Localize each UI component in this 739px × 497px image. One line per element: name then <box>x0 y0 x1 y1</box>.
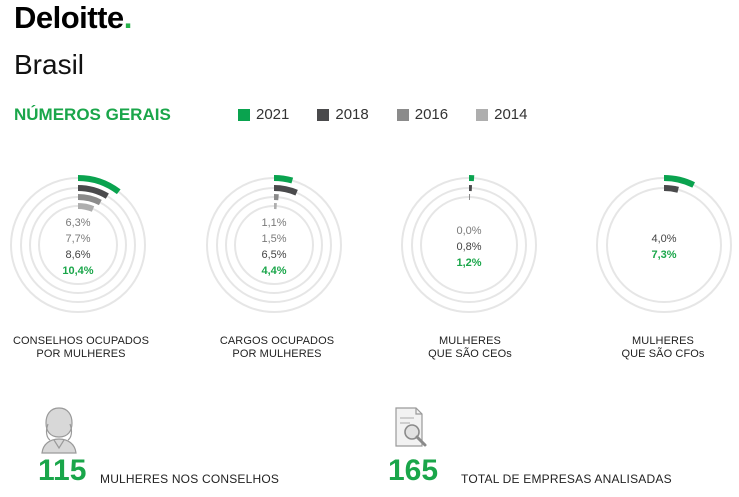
chart-caption-cfos: MULHERES QUE SÃO CFOs <box>621 335 705 360</box>
radial-chart-0: 6,3% 7,7% 8,6% 10,4% <box>10 175 146 313</box>
value-label-2016: 7,7% <box>65 233 90 245</box>
deloitte-logo: Deloitte. <box>14 0 132 35</box>
legend-swatch-2014 <box>476 108 489 121</box>
value-label-2021: 4,4% <box>261 265 286 277</box>
value-label-2021: 10,4% <box>62 265 93 277</box>
stat-number-companies: 165 <box>388 454 439 487</box>
stat-label-companies: TOTAL DE EMPRESAS ANALISADAS <box>461 472 672 486</box>
value-arc-2018 <box>77 185 109 199</box>
document-magnifier-icon <box>388 404 434 455</box>
legend-item-2016: 2016 <box>396 106 449 123</box>
woman-avatar-icon <box>38 404 80 459</box>
legend-label-2021: 2021 <box>256 106 290 123</box>
value-label-2021: 1,2% <box>456 257 481 269</box>
radial-charts: 6,3% 7,7% 8,6% 10,4% 1,1% 1,5% 6,5% 4,4% 0,0% 0,8… <box>10 174 732 313</box>
value-label-2016: 1,5% <box>261 233 286 245</box>
chart-caption-cargos: CARGOS OCUPADOS POR MULHERES <box>219 335 335 360</box>
legend-item-2021: 2021 <box>238 106 289 123</box>
value-label-2018: 6,5% <box>261 249 286 261</box>
ring-track <box>225 196 323 294</box>
ring-track <box>596 177 732 313</box>
value-arc-2018 <box>273 185 298 196</box>
ring-track <box>606 187 722 303</box>
chart-caption-ceos: MULHERES QUE SÃO CEOs <box>428 335 512 360</box>
radial-chart-1: 1,1% 1,5% 6,5% 4,4% <box>206 175 342 313</box>
value-label-2018: 0,8% <box>456 241 481 253</box>
value-arc-2014 <box>77 203 95 212</box>
value-arc-2021 <box>273 175 294 184</box>
chart-caption-conselhos: CONSELHOS OCUPADOS POR MULHERES <box>12 335 150 360</box>
value-arc-2016 <box>77 194 102 206</box>
stat-label-women: MULHERES NOS CONSELHOS <box>100 472 280 486</box>
value-arc-2018 <box>663 185 679 193</box>
legend-item-2014: 2014 <box>476 106 528 123</box>
value-arc-2021 <box>77 175 121 195</box>
legend-label-2014: 2014 <box>494 106 528 123</box>
legend: 2021 2018 2016 2014 <box>238 106 556 123</box>
value-label-2016: 0,0% <box>456 225 481 237</box>
legend-label-2018: 2018 <box>335 106 369 123</box>
value-label-2018: 4,0% <box>651 233 676 245</box>
value-arc-2021 <box>663 175 695 188</box>
value-label-2014: 6,3% <box>65 217 90 229</box>
value-label-2021: 7,3% <box>651 249 676 261</box>
legend-swatch-2021 <box>238 108 250 121</box>
section-title: NÚMEROS GERAIS <box>14 105 171 124</box>
legend-swatch-2018 <box>317 108 330 121</box>
radial-chart-3: 4,0% 7,3% <box>596 175 732 313</box>
stat-number-women: 115 <box>38 454 87 487</box>
legend-item-2018: 2018 <box>317 106 369 123</box>
legend-label-2016: 2016 <box>414 106 449 123</box>
legend-swatch-2016 <box>396 108 409 121</box>
radial-chart-2: 0,0% 0,8% 1,2% <box>401 174 537 313</box>
country-title: Brasil <box>14 49 85 80</box>
value-label-2018: 8,6% <box>65 249 90 261</box>
ring-track <box>29 196 127 294</box>
value-label-2014: 1,1% <box>261 217 286 229</box>
